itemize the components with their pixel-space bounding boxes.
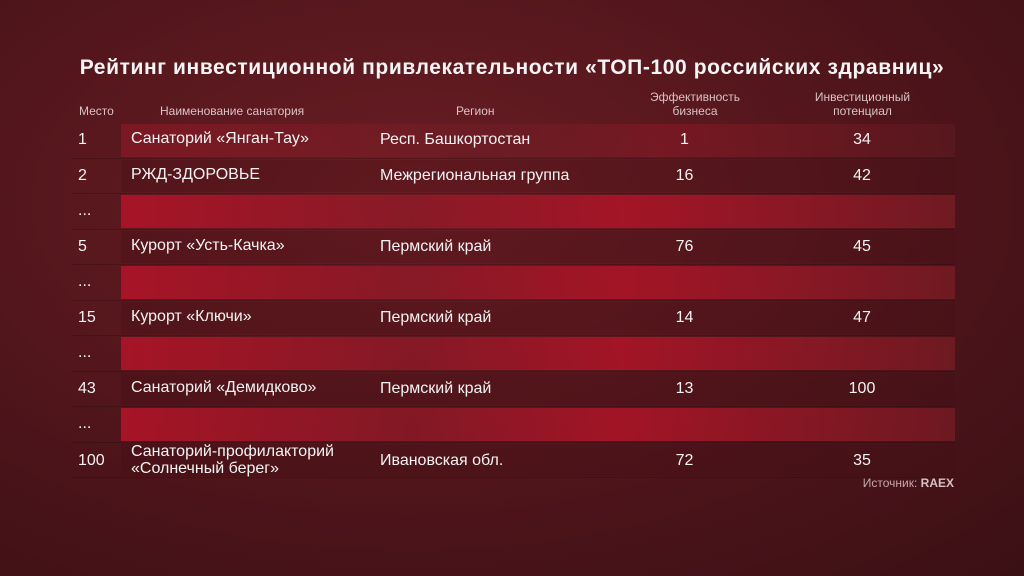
cell-investment: 47 [853,308,871,326]
header-investment-line1: Инвестиционный [814,90,911,104]
cell-place: 5 [78,237,87,255]
cell-place: 100 [78,451,105,469]
row-band [121,195,955,228]
cell-place: 1 [78,131,87,148]
header-efficiency: Эффективность бизнеса [630,90,760,118]
cell-name: Курорт «Усть-Качка» [131,236,285,254]
table-row-ellipsis: ... [72,194,955,230]
row-band [121,408,955,441]
source-label: Источник: [862,476,918,490]
rating-table: 1 Санаторий «Янган-Тау» Респ. Башкортост… [72,123,955,478]
row-band [121,266,955,299]
table-row: 1 Санаторий «Янган-Тау» Респ. Башкортост… [72,123,955,159]
cell-place: ... [78,344,92,361]
cell-place: 2 [78,166,87,184]
cell-name: Санаторий-профилакторий «Солнечный берег… [131,443,334,477]
header-efficiency-line2: бизнеса [672,104,718,118]
table-row: 43 Санаторий «Демидково» Пермский край 1… [72,372,955,407]
row-band [121,372,955,405]
header-region: Регион [456,104,495,118]
row-band [121,124,955,157]
header-place: Место [79,104,114,118]
row-band [121,159,955,192]
header-investment-line2: потенциал [833,104,892,118]
cell-investment: 34 [853,131,871,148]
cell-place: ... [78,202,92,219]
cell-place: 15 [78,308,96,326]
row-band [121,301,955,334]
table-row: 100 Санаторий-профилакторий «Солнечный б… [72,443,955,478]
table-row-ellipsis: ... [72,407,955,443]
cell-place: ... [78,415,92,432]
cell-investment: 100 [848,379,876,397]
cell-efficiency: 16 [675,166,694,184]
cell-region: Межрегиональная группа [380,166,570,184]
header-name: Наименование санатория [160,104,305,118]
cell-region: Пермский край [380,237,492,255]
cell-efficiency: 13 [675,379,694,397]
row-band [121,443,955,476]
table-row: 15 Курорт «Ключи» Пермский край 14 47 [72,301,955,336]
cell-place: 43 [78,379,96,397]
header-efficiency-line1: Эффективность [649,90,741,104]
source-note: Источник: RAEX [863,476,954,490]
cell-region: Респ. Башкортостан [380,131,531,148]
cell-name-line2: «Солнечный берег» [131,459,280,477]
cell-efficiency: 72 [675,451,694,469]
row-band [121,337,955,370]
cell-region: Ивановская обл. [380,451,504,469]
cell-investment: 35 [853,451,871,469]
cell-name: Курорт «Ключи» [131,307,252,325]
table-row-ellipsis: ... [72,336,955,372]
cell-place: ... [78,273,92,290]
cell-region: Пермский край [380,308,492,326]
table-row: 5 Курорт «Усть-Качка» Пермский край 76 4… [72,230,955,265]
page-title: Рейтинг инвестиционной привлекательности… [79,56,945,79]
header-investment: Инвестиционный потенциал [800,90,925,118]
cell-name: Санаторий «Демидково» [131,378,317,396]
cell-efficiency: 76 [675,237,694,255]
table-row-ellipsis: ... [72,265,955,301]
cell-name: РЖД-ЗДОРОВЬЕ [131,165,260,183]
cell-investment: 45 [853,237,871,255]
cell-region: Пермский край [380,379,492,397]
cell-name: Санаторий «Янган-Тау» [131,130,309,147]
cell-investment: 42 [853,166,871,184]
table-row: 2 РЖД-ЗДОРОВЬЕ Межрегиональная группа 16… [72,159,955,194]
cell-efficiency: 14 [675,308,694,326]
row-band [121,230,955,263]
cell-name-line1: Санаторий-профилакторий [131,442,334,460]
cell-efficiency: 1 [680,131,689,148]
source-value: RAEX [920,476,954,490]
